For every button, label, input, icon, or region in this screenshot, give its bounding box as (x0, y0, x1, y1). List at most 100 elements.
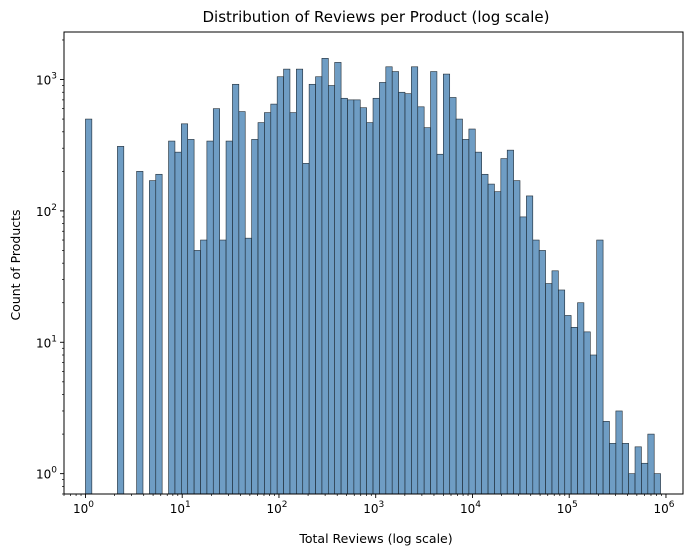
histogram-bar (296, 68, 304, 495)
y-tick-label: 102 (36, 203, 57, 219)
histogram-bar (212, 108, 220, 495)
histogram-bar (526, 195, 534, 495)
histogram-bar (289, 112, 297, 495)
histogram-bar (494, 191, 502, 495)
x-axis-ticks: 100 101 102 103 104 105 106 (63, 494, 675, 516)
histogram-bar (558, 289, 566, 495)
histogram-bar (513, 180, 521, 495)
histogram-bar (347, 99, 355, 495)
y-axis-ticks: 100 101 102 103 (36, 39, 64, 495)
histogram-bar (621, 443, 629, 495)
histogram-bar (117, 146, 125, 495)
histogram-bar (85, 118, 93, 495)
histogram-bar (308, 83, 316, 495)
histogram-bar (315, 76, 323, 495)
histogram-bars (85, 58, 661, 495)
x-axis-label: Total Reviews (log scale) (298, 531, 452, 546)
histogram-bar (641, 462, 649, 495)
histogram-bar (193, 250, 201, 495)
histogram-bar (174, 151, 182, 495)
histogram-bar (564, 315, 572, 495)
x-tick-label: 105 (557, 500, 578, 516)
x-tick-label: 101 (170, 500, 191, 516)
histogram-bar (251, 139, 259, 495)
histogram-bar (379, 82, 387, 495)
histogram-bar (487, 183, 495, 495)
histogram-bar (468, 128, 476, 495)
x-tick-label: 103 (363, 500, 384, 516)
y-tick-label: 101 (36, 334, 57, 350)
histogram-bar (577, 302, 585, 495)
histogram-bar (436, 153, 444, 495)
histogram-bar (391, 71, 399, 495)
histogram-bar (430, 71, 438, 495)
histogram-bar (168, 140, 176, 495)
histogram-bar (244, 237, 252, 495)
histogram-bar (609, 443, 617, 495)
histogram-bar (417, 106, 425, 495)
histogram-bar (551, 270, 559, 495)
histogram-bar (359, 107, 367, 495)
histogram-bar (596, 239, 604, 495)
histogram-bar (270, 103, 278, 495)
plot-frame (63, 31, 684, 495)
histogram-bar (181, 123, 189, 495)
histogram-bar (200, 239, 208, 495)
y-tick-label: 103 (36, 72, 57, 88)
histogram-bar (583, 331, 591, 495)
histogram-bar (545, 283, 553, 495)
histogram-bar (385, 66, 393, 495)
histogram-bar (628, 473, 636, 495)
histogram-bar (187, 139, 195, 495)
histogram-bar (327, 85, 335, 495)
x-tick-label: 102 (266, 500, 287, 516)
histogram-bar (570, 326, 578, 495)
histogram-bar (372, 97, 380, 495)
histogram-bar (411, 66, 419, 495)
histogram-bar (500, 158, 508, 495)
histogram-bar (602, 421, 610, 495)
histogram-bar (321, 58, 329, 495)
histogram-bar (136, 171, 144, 495)
histogram-bar (219, 239, 227, 495)
histogram-bar (474, 151, 482, 495)
histogram-bar (653, 473, 661, 495)
chart-title: Distribution of Reviews per Product (log… (203, 8, 550, 26)
histogram-bar (340, 97, 348, 495)
histogram-bar (462, 139, 470, 495)
histogram-bar (455, 118, 463, 495)
histogram-bar (423, 127, 431, 495)
histogram-bar (334, 62, 342, 495)
histogram-bar (481, 173, 489, 495)
histogram-bar (449, 97, 457, 495)
histogram-bar (398, 91, 406, 495)
x-tick-label: 106 (653, 500, 674, 516)
histogram-bar (634, 446, 642, 495)
histogram-bar (589, 354, 597, 495)
histogram-bar (149, 180, 157, 495)
histogram-bar (206, 140, 214, 495)
histogram-bar (366, 122, 374, 495)
histogram-bar (615, 410, 623, 495)
histogram-bar (404, 93, 412, 495)
histogram-bar (538, 250, 546, 495)
histogram-bar (519, 216, 527, 495)
histogram-bar (276, 76, 284, 495)
histogram-bar (232, 83, 240, 495)
histogram-bar (302, 163, 310, 495)
histogram-bar (257, 122, 265, 495)
histogram-bar (283, 68, 291, 495)
histogram-bar (225, 140, 233, 495)
histogram-bar (353, 99, 361, 495)
histogram-bar (238, 111, 246, 495)
histogram-bar (264, 112, 272, 495)
histogram-bar (532, 239, 540, 495)
histogram-bar (506, 149, 514, 495)
x-tick-label: 104 (460, 500, 481, 516)
histogram-bar (443, 73, 451, 495)
y-axis-label: Count of Products (8, 209, 23, 320)
histogram-bar (155, 173, 163, 495)
x-tick-label: 100 (73, 500, 94, 516)
y-tick-label: 100 (36, 466, 57, 482)
